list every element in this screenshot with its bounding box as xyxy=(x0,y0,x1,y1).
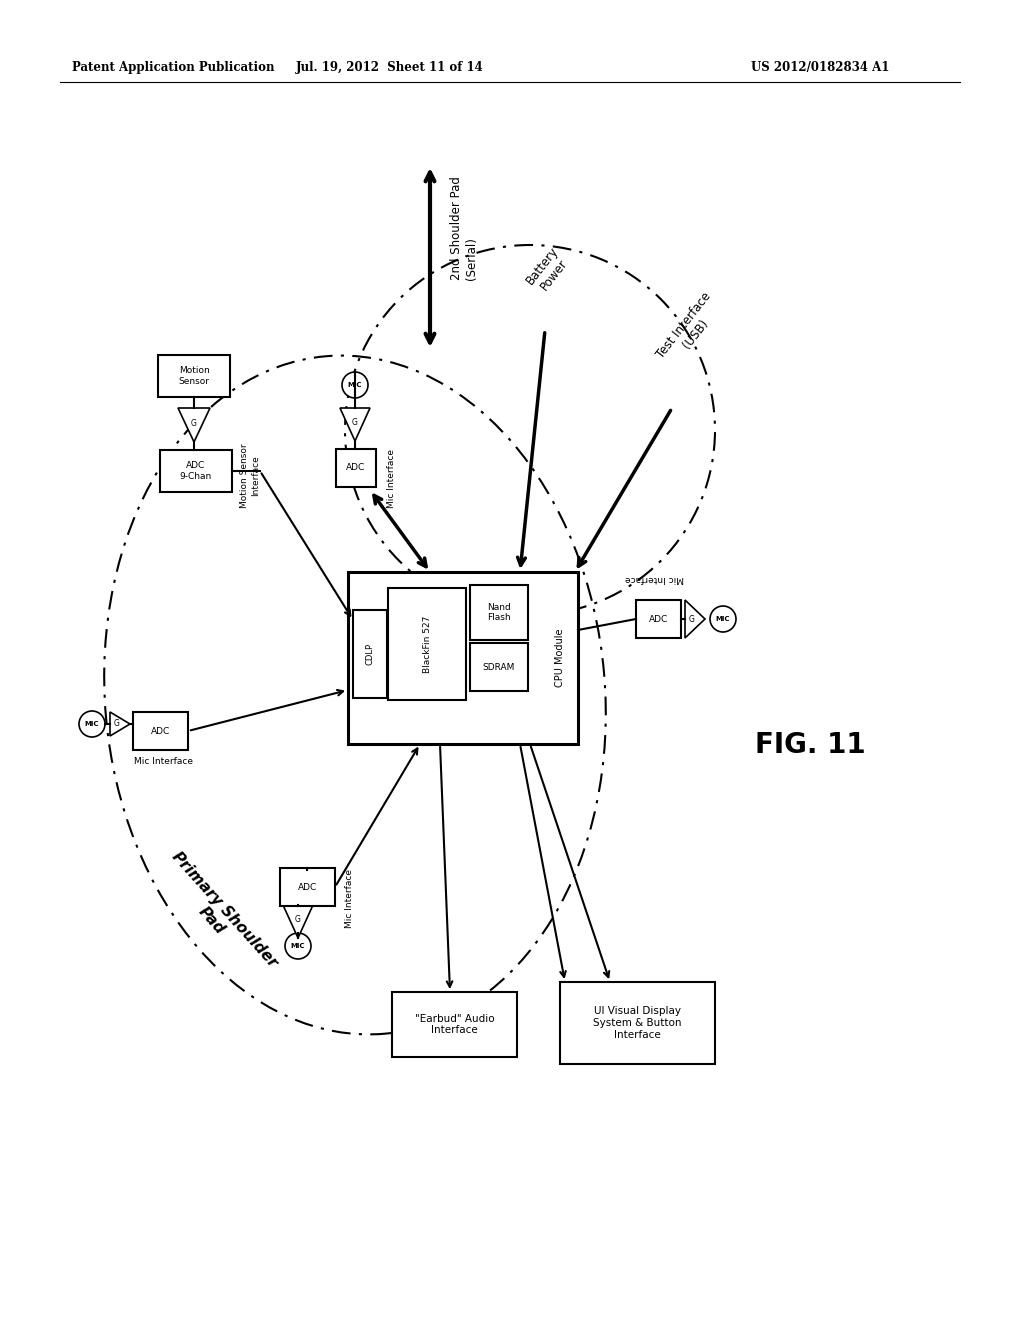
Text: G: G xyxy=(191,418,197,428)
Circle shape xyxy=(79,711,105,737)
Text: "Earbud" Audio
Interface: "Earbud" Audio Interface xyxy=(415,1014,495,1035)
Bar xyxy=(280,869,335,906)
Text: CPU Module: CPU Module xyxy=(555,628,565,688)
Text: MIC: MIC xyxy=(291,942,305,949)
Circle shape xyxy=(285,933,311,960)
Polygon shape xyxy=(110,711,130,737)
Text: ADC: ADC xyxy=(151,726,170,735)
Bar xyxy=(636,601,681,638)
Bar xyxy=(133,711,188,750)
Bar xyxy=(348,572,578,744)
Text: Mic Interface: Mic Interface xyxy=(626,573,684,582)
Text: UI Visual Display
System & Button
Interface: UI Visual Display System & Button Interf… xyxy=(593,1006,682,1040)
Text: FIG. 11: FIG. 11 xyxy=(755,731,865,759)
Polygon shape xyxy=(340,408,370,441)
Text: US 2012/0182834 A1: US 2012/0182834 A1 xyxy=(751,62,889,74)
Bar xyxy=(336,449,376,487)
Bar xyxy=(160,450,232,492)
Text: Nand
Flash: Nand Flash xyxy=(487,603,511,622)
Text: G: G xyxy=(295,915,301,924)
Text: Battery
Power: Battery Power xyxy=(523,244,572,296)
Text: Mic Interface: Mic Interface xyxy=(387,449,396,507)
Text: Jul. 19, 2012  Sheet 11 of 14: Jul. 19, 2012 Sheet 11 of 14 xyxy=(296,62,484,74)
Text: Primary Shoulder
Pad: Primary Shoulder Pad xyxy=(156,849,280,981)
Bar xyxy=(353,610,387,698)
Text: ADC: ADC xyxy=(649,615,668,623)
Bar xyxy=(560,982,715,1064)
Text: Motion
Sensor: Motion Sensor xyxy=(178,366,210,385)
Text: Motion Sensor
Interface: Motion Sensor Interface xyxy=(241,444,260,508)
Text: Test Interface
(USB): Test Interface (USB) xyxy=(654,290,726,370)
Text: Mic Interface: Mic Interface xyxy=(345,869,354,928)
Polygon shape xyxy=(685,601,705,638)
Polygon shape xyxy=(283,906,313,939)
Circle shape xyxy=(710,606,736,632)
Bar xyxy=(470,643,528,690)
Text: MIC: MIC xyxy=(716,616,730,622)
Text: ADC: ADC xyxy=(346,463,366,473)
Bar xyxy=(392,993,517,1057)
Text: Patent Application Publication: Patent Application Publication xyxy=(72,62,274,74)
Text: SDRAM: SDRAM xyxy=(482,663,515,672)
Text: MIC: MIC xyxy=(85,721,99,727)
Text: ADC
9-Chan: ADC 9-Chan xyxy=(180,461,212,480)
Circle shape xyxy=(342,372,368,399)
Text: G: G xyxy=(114,719,120,729)
Text: G: G xyxy=(689,615,695,623)
Bar xyxy=(388,587,466,700)
Text: ADC: ADC xyxy=(298,883,317,891)
Text: MIC: MIC xyxy=(348,381,362,388)
Text: 2nd Shoulder Pad
(Serial): 2nd Shoulder Pad (Serial) xyxy=(450,176,478,280)
Bar xyxy=(158,355,230,397)
Text: Mic Interface: Mic Interface xyxy=(134,758,194,767)
Text: BlackFin 527: BlackFin 527 xyxy=(423,615,431,673)
Text: G: G xyxy=(352,418,358,428)
Bar xyxy=(470,585,528,640)
Polygon shape xyxy=(178,408,210,442)
Text: CDLP: CDLP xyxy=(366,643,375,665)
